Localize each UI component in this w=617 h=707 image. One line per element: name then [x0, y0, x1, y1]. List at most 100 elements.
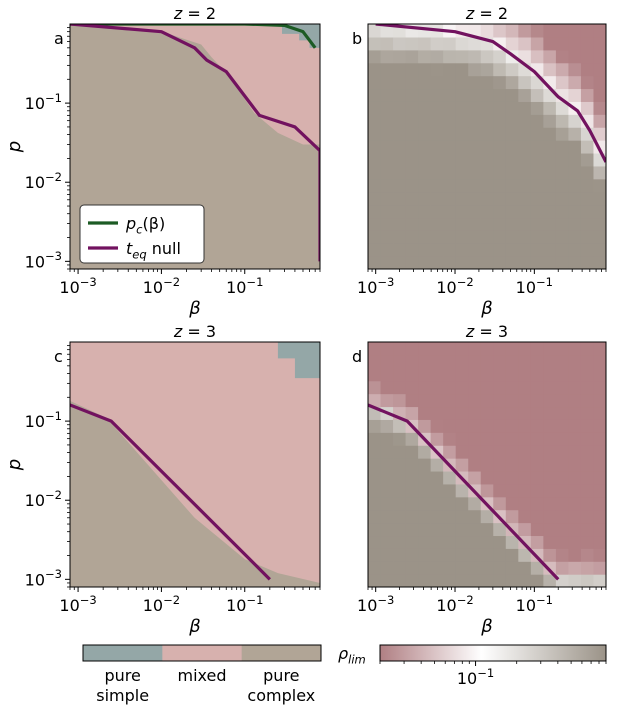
heatmap-cell: [568, 561, 582, 575]
heatmap-cell: [443, 114, 457, 128]
plot-frame: [69, 23, 321, 270]
heatmap-cell: [555, 354, 570, 369]
heatmap-cell: [493, 101, 507, 115]
heatmap-cell: [380, 367, 394, 382]
heatmap-cell: [443, 62, 457, 77]
heatmap-cell: [543, 522, 557, 537]
heatmap-cell: [430, 256, 444, 269]
heatmap-cell: [443, 217, 457, 231]
heatmap-cell: [493, 535, 507, 549]
heatmap-cell: [455, 256, 469, 269]
heatmap-cell: [393, 561, 407, 575]
heatmap-cell: [593, 483, 606, 498]
heatmap-cell: [393, 75, 407, 90]
heatmap-cell: [543, 36, 557, 51]
heatmap-cell: [430, 483, 444, 498]
heatmap-cell: [518, 445, 532, 459]
heatmap-cell: [380, 101, 394, 115]
heatmap-cell: [593, 380, 606, 395]
heatmap-cell: [380, 561, 394, 575]
heatmap-cell: [505, 458, 519, 472]
x-axis-label: β: [480, 616, 493, 637]
heatmap-cell: [555, 419, 570, 433]
heatmap-cell: [418, 204, 432, 219]
heatmap-cell: [430, 380, 444, 395]
heatmap-cell: [430, 75, 444, 90]
heatmap-cell: [593, 191, 606, 206]
heatmap-cell: [468, 88, 482, 102]
heatmap-cell: [468, 496, 482, 511]
heatmap-cell: [443, 535, 457, 549]
heatmap-cell: [493, 204, 507, 219]
y-tick-label: 10−2: [25, 170, 62, 192]
heatmap-cell: [368, 140, 382, 154]
heatmap-cell: [468, 367, 482, 382]
legend-label: teq null: [126, 239, 181, 261]
heatmap-cell: [468, 152, 482, 167]
heatmap-cell: [568, 380, 582, 395]
heatmap-cell: [543, 178, 557, 193]
heatmap-cell: [443, 574, 457, 587]
heatmap-cell: [380, 548, 394, 562]
heatmap-cell: [455, 36, 469, 51]
heatmap-cell: [505, 88, 519, 102]
heatmap-cell: [405, 36, 419, 51]
heatmap-cell: [580, 380, 595, 395]
heatmap-cell: [580, 178, 595, 193]
heatmap-cell: [505, 75, 519, 90]
heatmap-cell: [443, 483, 457, 498]
heatmap-cell: [380, 114, 394, 128]
heatmap-cell: [505, 483, 519, 498]
heatmap-cell: [455, 114, 469, 128]
x-tick-label: 10−3: [357, 593, 394, 615]
category-colorbar: pure simple mixed pure complex: [82, 644, 322, 705]
heatmap-cell: [368, 178, 382, 193]
heatmap-cell: [493, 419, 507, 433]
heatmap-cell: [530, 483, 544, 498]
heatmap-cell: [480, 217, 494, 231]
heatmap-cell: [443, 243, 457, 257]
heatmap-cell: [555, 101, 570, 115]
heatmap-cell: [380, 127, 394, 141]
heatmap-cell: [505, 191, 519, 206]
heatmap-cell: [530, 458, 544, 472]
heatmap-cell: [430, 230, 444, 244]
heatmap-cell: [530, 178, 544, 193]
heatmap-cell: [393, 101, 407, 115]
heatmap-cell: [405, 49, 419, 64]
heatmap-cell: [543, 256, 557, 269]
heatmap-cell: [518, 49, 532, 64]
heatmap-cell: [443, 470, 457, 485]
heatmap-cell: [455, 432, 469, 446]
heatmap-cell: [380, 470, 394, 485]
heatmap-cell: [555, 36, 570, 51]
heatmap-cell: [530, 152, 544, 167]
heatmap-cell: [405, 178, 419, 193]
heatmap-cell: [393, 367, 407, 382]
heatmap-cell: [493, 127, 507, 141]
heatmap-cell: [405, 354, 419, 369]
heatmap-cell: [480, 561, 494, 575]
heatmap-cell: [455, 522, 469, 537]
heatmap-cell: [480, 165, 494, 180]
heatmap-cell: [405, 165, 419, 180]
heatmap-cell: [580, 574, 595, 587]
heatmap-cell: [380, 140, 394, 154]
heatmap-cell: [418, 342, 432, 356]
heatmap-cell: [505, 165, 519, 180]
heatmap-cell: [530, 509, 544, 524]
heatmap-cell: [543, 191, 557, 206]
x-tick-label: 10−2: [436, 275, 473, 297]
heatmap-cell: [468, 406, 482, 420]
heatmap-cell: [443, 256, 457, 269]
heatmap-cell: [543, 342, 557, 356]
heatmap-cell: [568, 230, 582, 244]
heatmap-cell: [555, 483, 570, 498]
heatmap-cell: [530, 114, 544, 128]
heatmap-cell: [405, 256, 419, 269]
heatmap-cell: [518, 36, 532, 51]
panel-letter: a: [54, 29, 64, 48]
heatmap-cell: [380, 256, 394, 269]
heatmap-cell: [543, 24, 557, 38]
heatmap-cell: [443, 509, 457, 524]
